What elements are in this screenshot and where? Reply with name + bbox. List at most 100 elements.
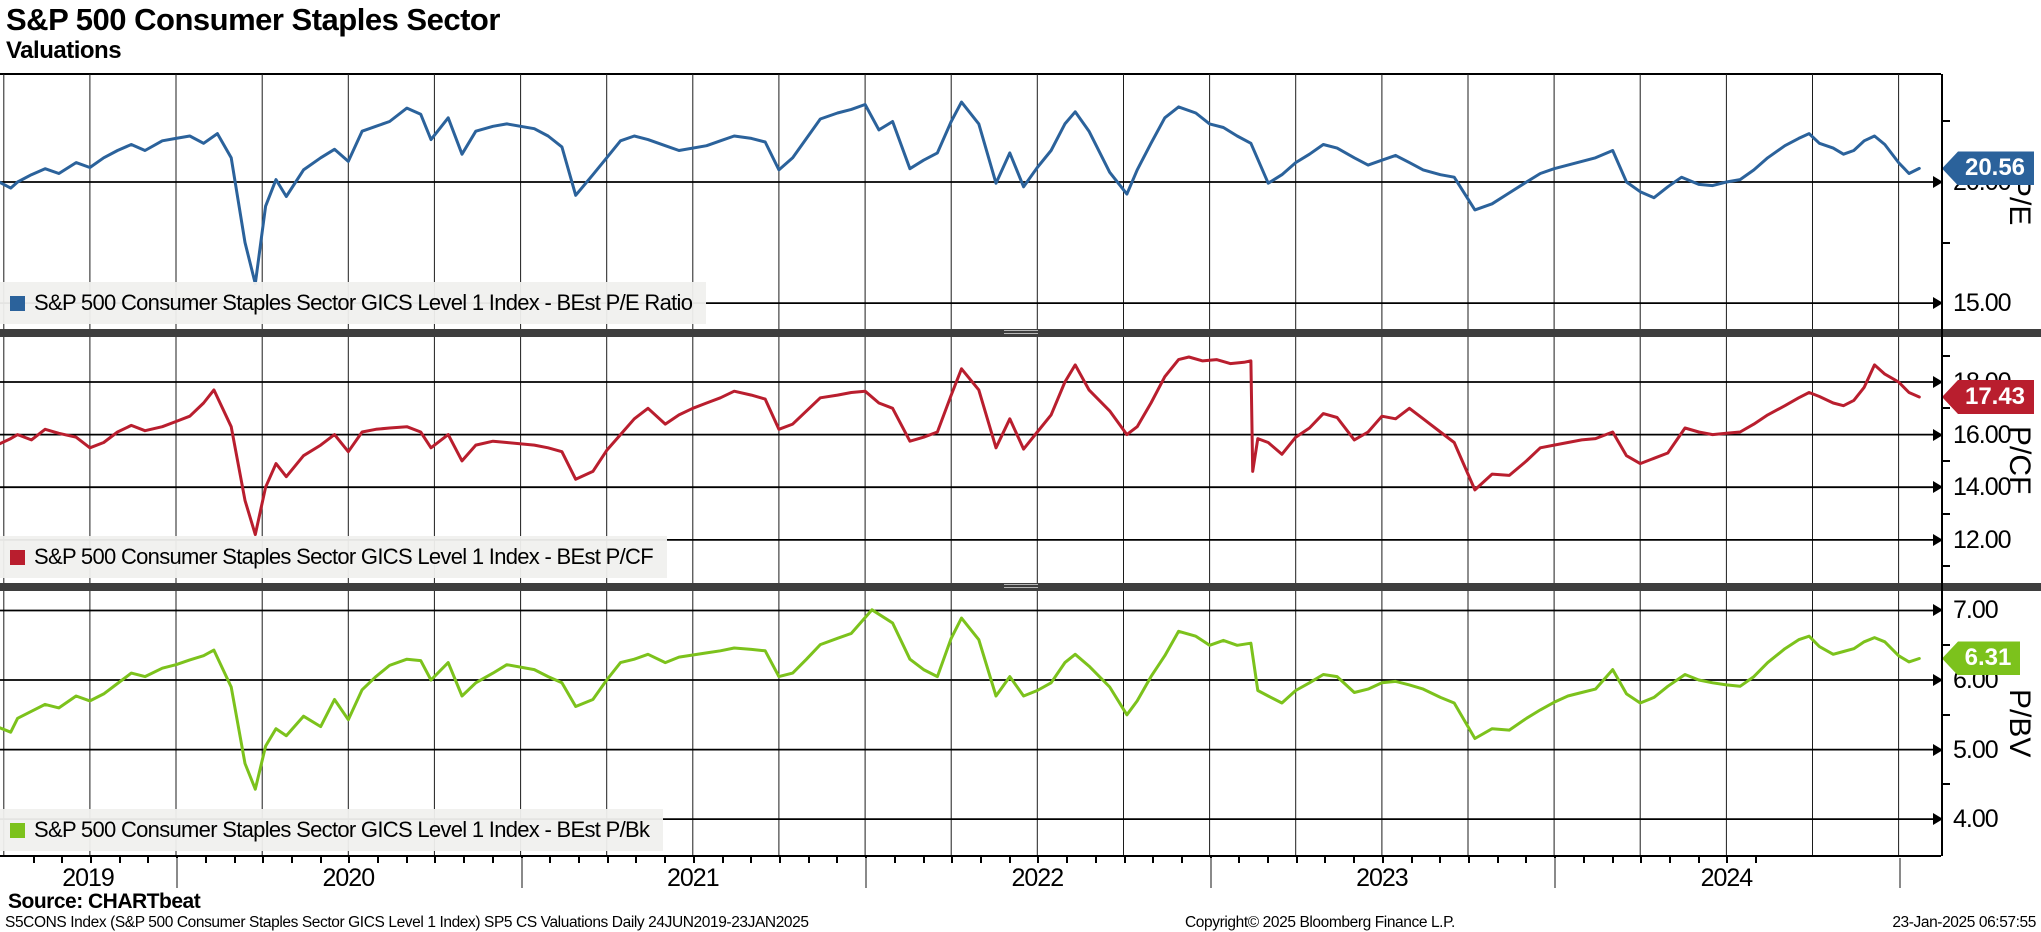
source-label: Source: CHARTbeat bbox=[8, 890, 201, 913]
axis-minor-tick bbox=[1941, 120, 1950, 123]
x-minor-tick bbox=[664, 856, 667, 863]
axis-tick-arrow bbox=[1933, 297, 1943, 310]
axis-tick-arrow bbox=[1933, 533, 1943, 546]
axis-minor-tick bbox=[1941, 713, 1950, 716]
x-minor-tick bbox=[1324, 856, 1327, 863]
x-minor-tick bbox=[1726, 856, 1729, 863]
y-axis-line bbox=[1941, 74, 1943, 856]
x-minor-tick bbox=[606, 856, 609, 863]
x-minor-tick bbox=[1640, 856, 1643, 863]
y-axis-title-pbv: P/BV bbox=[2003, 689, 2036, 758]
page-title: S&P 500 Consumer Staples Sector bbox=[6, 2, 500, 37]
page-subtitle: Valuations bbox=[6, 37, 122, 64]
chart-description: S5CONS Index (S&P 500 Consumer Staples S… bbox=[5, 914, 809, 931]
x-minor-tick bbox=[1410, 856, 1413, 863]
y-tick-label: 4.00 bbox=[1953, 805, 1999, 834]
x-minor-tick bbox=[348, 856, 351, 863]
panel-pcf-plot bbox=[0, 337, 1941, 583]
last-value-badge[interactable]: 20.56 bbox=[1942, 151, 2034, 186]
axis-minor-tick bbox=[1941, 407, 1950, 410]
x-year-label: 2021 bbox=[666, 864, 720, 892]
x-minor-tick bbox=[463, 856, 466, 863]
axis-minor-tick bbox=[1941, 565, 1950, 568]
x-minor-tick bbox=[951, 856, 954, 863]
axis-tick-arrow bbox=[1933, 743, 1943, 756]
x-minor-tick bbox=[922, 856, 925, 863]
last-value-badge[interactable]: 6.31 bbox=[1942, 641, 2020, 676]
x-minor-tick bbox=[1468, 856, 1470, 863]
y-tick-label: 14.00 bbox=[1953, 473, 2012, 502]
axis-tick-arrow bbox=[1933, 813, 1943, 826]
x-year-label: 2022 bbox=[1011, 864, 1064, 892]
year-separator bbox=[1554, 858, 1557, 888]
series-line-best-p-e-ratio bbox=[0, 100, 1921, 286]
panel-divider[interactable] bbox=[0, 329, 2041, 337]
axis-tick-arrow bbox=[1933, 674, 1943, 687]
x-minor-tick bbox=[1094, 856, 1097, 863]
axis-minor-tick bbox=[1941, 512, 1950, 515]
x-minor-tick bbox=[491, 856, 494, 863]
x-minor-tick bbox=[1439, 856, 1442, 863]
divider-grip-icon[interactable] bbox=[1003, 330, 1038, 335]
copyright-notice: Copyright© 2025 Bloomberg Finance L.P. bbox=[1185, 914, 1455, 931]
legend-label: S&P 500 Consumer Staples Sector GICS Lev… bbox=[34, 544, 654, 569]
x-minor-tick bbox=[1496, 856, 1499, 863]
x-minor-tick bbox=[61, 856, 64, 863]
x-minor-tick bbox=[405, 856, 408, 863]
legend-pbv[interactable]: S&P 500 Consumer Staples Sector GICS Lev… bbox=[0, 809, 664, 851]
x-minor-tick bbox=[1267, 856, 1269, 863]
legend-swatch bbox=[10, 822, 25, 838]
legend-swatch bbox=[10, 549, 25, 565]
timestamp: 23-Jan-2025 06:57:55 bbox=[1892, 914, 2036, 931]
x-year-label: 2023 bbox=[1356, 864, 1409, 892]
legend-swatch bbox=[10, 295, 25, 311]
x-minor-tick bbox=[1668, 856, 1671, 863]
series-line-best-p-cf bbox=[0, 355, 1921, 537]
panel-pbv-plot bbox=[0, 591, 1941, 856]
axis-minor-tick bbox=[1941, 644, 1950, 647]
x-minor-tick bbox=[1152, 856, 1155, 863]
x-minor-tick bbox=[1353, 856, 1356, 863]
x-minor-tick bbox=[1582, 856, 1585, 863]
year-separator bbox=[1209, 858, 1212, 888]
axis-tick-arrow bbox=[1933, 428, 1943, 441]
chart-top-border bbox=[0, 73, 1941, 75]
panel-divider[interactable] bbox=[0, 583, 2041, 591]
year-separator bbox=[865, 858, 868, 888]
x-minor-tick bbox=[1525, 856, 1528, 863]
x-year-label: 2019 bbox=[62, 864, 115, 892]
x-minor-tick bbox=[692, 856, 695, 863]
x-minor-tick bbox=[893, 856, 896, 863]
x-minor-tick bbox=[204, 856, 207, 863]
legend-pcf[interactable]: S&P 500 Consumer Staples Sector GICS Lev… bbox=[0, 536, 667, 578]
x-minor-tick bbox=[262, 856, 265, 863]
y-tick-label: 12.00 bbox=[1953, 525, 2012, 554]
y-tick-label: 15.00 bbox=[1953, 289, 2012, 318]
x-minor-tick bbox=[118, 856, 121, 863]
x-minor-tick bbox=[721, 856, 724, 863]
axis-minor-tick bbox=[1941, 354, 1950, 357]
x-minor-tick bbox=[635, 856, 638, 863]
x-year-label: 2024 bbox=[1700, 864, 1754, 892]
axis-tick-arrow bbox=[1933, 176, 1943, 188]
y-tick-label: 7.00 bbox=[1953, 596, 1999, 625]
legend-pe[interactable]: S&P 500 Consumer Staples Sector GICS Lev… bbox=[0, 282, 707, 324]
x-minor-tick bbox=[778, 856, 781, 863]
x-minor-tick bbox=[377, 856, 379, 863]
divider-grip-icon[interactable] bbox=[1003, 584, 1038, 589]
legend-label: S&P 500 Consumer Staples Sector GICS Lev… bbox=[34, 817, 650, 842]
legend-label: S&P 500 Consumer Staples Sector GICS Lev… bbox=[34, 290, 693, 315]
x-minor-tick bbox=[1381, 856, 1384, 863]
year-separator bbox=[1898, 858, 1901, 888]
axis-minor-tick bbox=[1941, 459, 1950, 462]
x-minor-tick bbox=[750, 856, 753, 863]
x-minor-tick bbox=[979, 856, 982, 863]
y-tick-label: 5.00 bbox=[1953, 735, 1999, 764]
x-axis-line bbox=[0, 855, 1941, 857]
last-value-badge[interactable]: 17.43 bbox=[1942, 379, 2034, 414]
x-minor-tick bbox=[549, 856, 552, 863]
x-minor-tick bbox=[1066, 856, 1068, 863]
x-minor-tick bbox=[807, 856, 810, 863]
y-tick-label: 16.00 bbox=[1953, 420, 2012, 449]
